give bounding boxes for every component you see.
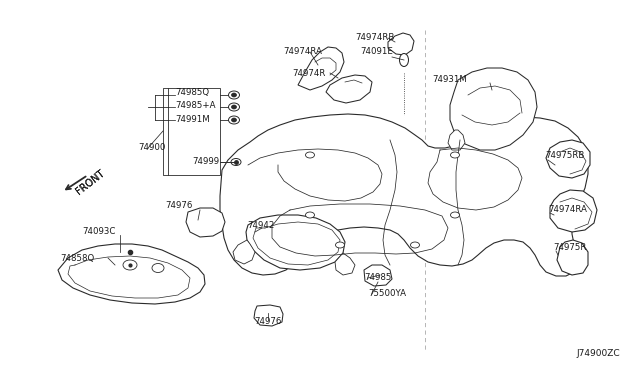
Text: 74976: 74976 [165,201,193,209]
Ellipse shape [399,54,408,67]
Text: 74991M: 74991M [175,115,210,124]
Polygon shape [246,215,345,270]
Text: J74900ZC: J74900ZC [577,349,620,358]
Polygon shape [233,240,255,264]
Polygon shape [364,265,392,286]
Text: 74974RB: 74974RB [355,33,394,42]
Text: 74985Q: 74985Q [175,89,209,97]
Polygon shape [58,244,205,304]
Text: 74999: 74999 [192,157,219,167]
Polygon shape [388,33,414,55]
Polygon shape [550,190,597,232]
Text: 75500YA: 75500YA [368,289,406,298]
Text: 74974RA: 74974RA [548,205,587,215]
Polygon shape [168,88,220,175]
Polygon shape [335,253,355,275]
Text: 74974RA: 74974RA [283,48,322,57]
Ellipse shape [152,263,164,273]
Text: FRONT: FRONT [74,168,106,196]
Ellipse shape [232,118,237,122]
Polygon shape [546,140,590,178]
Ellipse shape [335,242,344,248]
Text: 74975RB: 74975RB [545,151,584,160]
Ellipse shape [232,93,237,97]
Text: 74091E: 74091E [360,48,393,57]
Text: 74985: 74985 [364,273,392,282]
Text: 74975R: 74975R [553,244,586,253]
Polygon shape [220,114,588,276]
Text: 74858Q: 74858Q [60,253,94,263]
Ellipse shape [305,152,314,158]
Text: 74976: 74976 [254,317,282,327]
Text: 74985+A: 74985+A [175,102,216,110]
Ellipse shape [410,242,419,248]
Ellipse shape [232,105,237,109]
Text: 74900: 74900 [138,144,165,153]
Ellipse shape [123,260,137,270]
Text: 74931M: 74931M [432,76,467,84]
Polygon shape [448,130,465,150]
Text: 74974R: 74974R [292,68,325,77]
Text: 74942: 74942 [247,221,275,230]
Ellipse shape [451,212,460,218]
Polygon shape [450,68,537,150]
Polygon shape [254,305,283,326]
Ellipse shape [451,152,460,158]
Polygon shape [186,208,225,237]
Polygon shape [326,75,372,103]
Ellipse shape [305,212,314,218]
Polygon shape [298,47,344,90]
Text: 74093C: 74093C [82,228,115,237]
Text: FRONT: FRONT [74,168,106,196]
Polygon shape [557,240,588,275]
